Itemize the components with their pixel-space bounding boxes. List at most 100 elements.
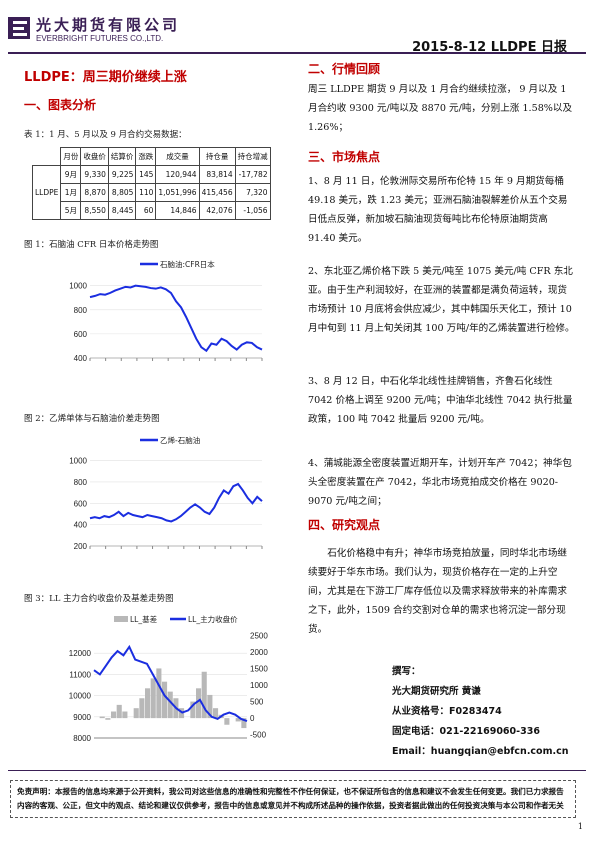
y-tick-label: 800 — [74, 306, 88, 315]
basis-bar — [105, 718, 111, 720]
table-header: 月份 — [60, 147, 82, 166]
y-tick-label: 400 — [74, 354, 88, 363]
table-cell: 8,870 — [80, 183, 109, 202]
author-email: Email：huangqian@ebfcn.com.cn — [392, 746, 569, 757]
legend-label: 乙烯-石脑油 — [160, 435, 200, 445]
view-text: 石化价格稳中有升；神华市场竞拍放量，同时华北市场继续要好于华东市场。我们认为，现… — [308, 548, 568, 635]
legend-label: 石脑油:CFR日本 — [160, 259, 215, 269]
table-cell: 8,550 — [80, 201, 109, 220]
y-tick-label: 600 — [74, 330, 88, 339]
header-divider — [8, 52, 586, 54]
company-logo-icon — [8, 17, 30, 39]
table-cell: 120,944 — [155, 165, 200, 184]
table-cell: 83,814 — [198, 165, 236, 184]
table-row: LLDPE 9月 9,330 9,225 145 120,944 83,814 … — [31, 165, 271, 220]
y-right-tick-label: 2500 — [250, 631, 268, 640]
basis-bar — [167, 691, 173, 719]
basis-bar — [111, 711, 117, 719]
y-right-tick-label: 0 — [250, 714, 255, 723]
basis-bar — [241, 718, 247, 729]
focus-paragraph-2: 2、东北亚乙烯价格下跌 5 美元/吨至 1075 美元/吨 CFR 东北亚。由于… — [308, 262, 576, 338]
table-cell: 9,225 — [107, 165, 137, 184]
company-name-en: EVERBRIGHT FUTURES CO.,LTD. — [36, 34, 164, 43]
section-market-focus: 三、市场焦点 — [308, 150, 381, 164]
basis-bar — [224, 718, 230, 725]
basis-bar — [139, 698, 145, 719]
table-cell: 7,320 — [234, 183, 271, 202]
basis-bar — [207, 694, 213, 719]
basis-bar — [145, 688, 151, 719]
ethylene-naphtha-spread-chart: 200 400 600 800 1000 乙烯-石脑油 — [60, 430, 270, 580]
disclaimer: 免责声明：本报告的信息均来源于公开资料，我公司对这些信息的准确性和完整性不作任何… — [10, 780, 576, 818]
review-paragraph: 周三 LLDPE 期货 9 月以及 1 月合约继续拉涨， 9 月以及 1 月合约… — [308, 80, 576, 137]
table-cell: 8,805 — [107, 183, 137, 202]
y-right-tick-label: 500 — [250, 698, 264, 707]
y-right-tick-label: -500 — [250, 731, 267, 740]
basis-bar — [190, 701, 196, 719]
table-cell: -1,056 — [234, 201, 271, 220]
y-left-tick-label: 8000 — [73, 734, 91, 743]
table-cell: 110 — [135, 183, 157, 202]
contract-table: 月份 收盘价 结算价 涨跌 成交量 持仓量 持仓增减 LLDPE 9月 9,33… — [31, 147, 271, 220]
price-line — [93, 644, 248, 722]
section-chart-analysis: 一、图表分析 — [24, 98, 97, 112]
basis-bar — [156, 668, 162, 719]
review-text: 周三 LLDPE 期货 9 月以及 1 月合约继续拉涨， 9 月以及 1 月合约… — [308, 84, 573, 133]
table-row: 5月 8,550 8,445 60 14,846 42,076 -1,056 — [33, 201, 271, 220]
page-number: 1 — [577, 822, 583, 831]
table-cell: 145 — [135, 165, 157, 184]
fig2-caption: 图 2：乙烯单体与石脑油价差走势图 — [24, 414, 160, 424]
y-right-tick-label: 2000 — [250, 648, 268, 657]
table-row: 1月 8,870 8,805 110 1,051,996 415,456 7,3… — [33, 183, 271, 202]
y-right-tick-label: 1000 — [250, 681, 268, 690]
basis-bar — [116, 704, 122, 719]
report-title: 2015-8-12 LLDPE 日报 — [412, 40, 567, 55]
basis-bar — [213, 708, 219, 719]
author-block: 撰写： 光大期货研究所 黄谦 从业资格号：F0283474 固定电话：021-2… — [392, 662, 568, 762]
focus-text-2: 2、东北亚乙烯价格下跌 5 美元/吨至 1075 美元/吨 CFR 东北亚。由于… — [308, 266, 575, 334]
main-title: LLDPE：周三期价继续上涨 — [24, 70, 187, 85]
author-phone: 固定电话：021-22169060-336 — [392, 726, 540, 737]
legend-swatch-basis — [114, 616, 128, 622]
series-line — [89, 482, 263, 523]
table-header: 涨跌 — [135, 147, 157, 166]
focus-text-1: 1、8 月 11 日，伦敦洲际交易所布伦特 15 年 9 月期货每桶 49.18… — [308, 176, 568, 244]
table-header: 收盘价 — [80, 147, 109, 166]
table-product: LLDPE — [31, 165, 62, 220]
table-cell: 5月 — [60, 201, 82, 220]
fig3-caption: 图 3：LL 主力合约收盘价及基差走势图 — [24, 594, 174, 604]
view-paragraph: 石化价格稳中有升；神华市场竞拍放量，同时华北市场继续要好于华东市场。我们认为，现… — [308, 544, 576, 639]
ll-price-basis-chart: 8000 9000 10000 11000 12000 -500 0 500 1000 1500 2… — [60, 610, 275, 760]
table-header: 持仓量 — [198, 147, 236, 166]
y-tick-label: 400 — [74, 521, 88, 530]
table-cell: 1,051,996 — [155, 183, 200, 202]
author-label: 撰写： — [392, 666, 421, 677]
y-tick-label: 200 — [74, 542, 88, 551]
y-left-tick-label: 9000 — [73, 713, 91, 722]
series-line — [89, 284, 263, 353]
footer-divider — [8, 770, 586, 771]
basis-bar — [235, 718, 241, 722]
table-cell: 42,076 — [198, 201, 236, 220]
table-cell: 415,456 — [198, 183, 236, 202]
table-header: 成交量 — [155, 147, 200, 166]
table-cell: 8,445 — [107, 201, 137, 220]
table-cell: 1月 — [60, 183, 82, 202]
y-tick-label: 1000 — [69, 282, 87, 291]
fig1-caption: 图 1：石脑油 CFR 日本价格走势图 — [24, 240, 159, 250]
basis-bar — [122, 711, 128, 719]
table-cell: 60 — [135, 201, 157, 220]
table-cell: 9月 — [60, 165, 82, 184]
y-tick-label: 1000 — [69, 457, 87, 466]
basis-bar — [133, 708, 139, 719]
basis-bar — [201, 671, 207, 719]
focus-text-3: 3、8 月 12 日，中石化华北线性挂牌销售，齐鲁石化线性 7042 价格上调至… — [308, 376, 573, 425]
legend-label-price: LL_主力收盘价 — [188, 614, 238, 624]
table-header-row: 月份 收盘价 结算价 涨跌 成交量 持仓量 持仓增减 — [32, 147, 271, 166]
author-cert: 从业资格号：F0283474 — [392, 706, 502, 717]
focus-paragraph-1: 1、8 月 11 日，伦敦洲际交易所布伦特 15 年 9 月期货每桶 49.18… — [308, 172, 576, 248]
naphtha-price-chart: 400 600 800 1000 石脑油:CFR日本 — [60, 254, 270, 392]
basis-bar — [196, 688, 202, 719]
table-cell: 9,330 — [80, 165, 109, 184]
table-header: 结算价 — [107, 147, 137, 166]
